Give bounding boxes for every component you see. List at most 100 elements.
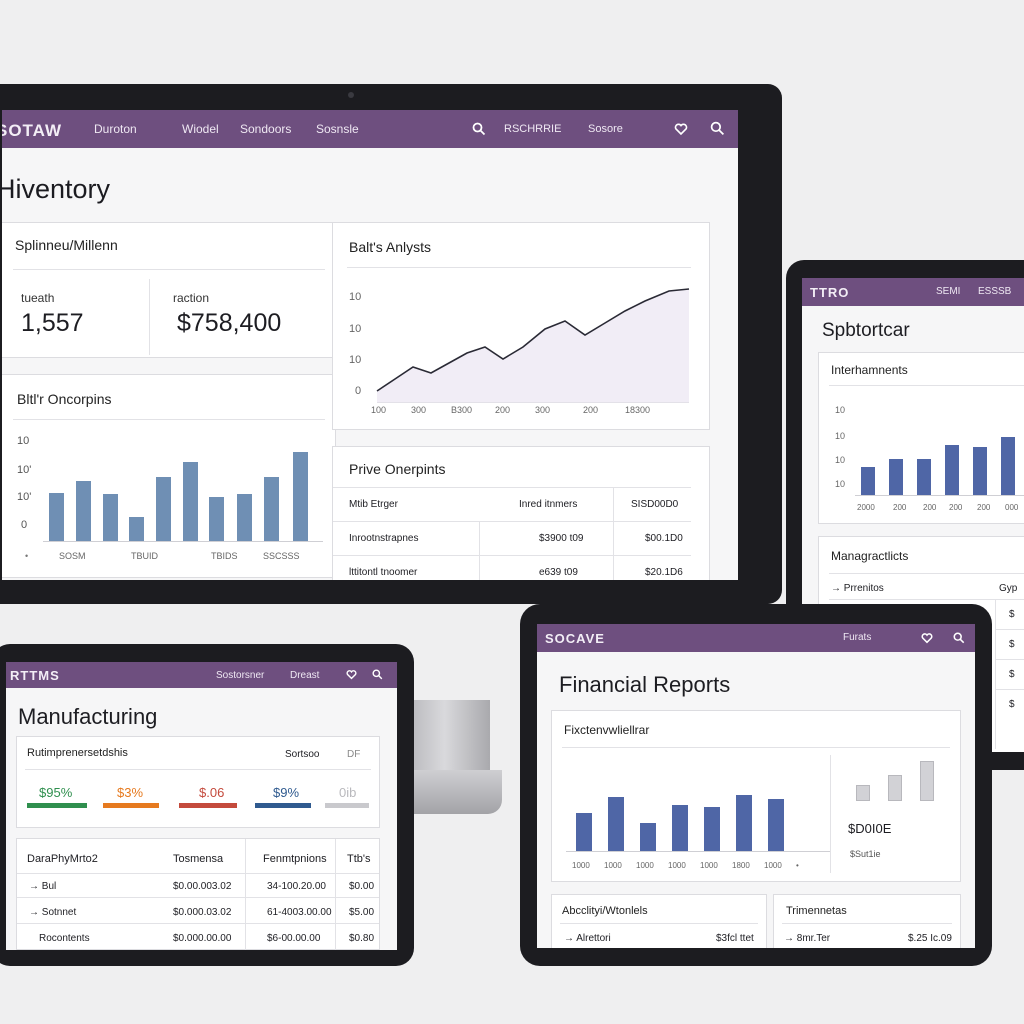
list-item: → Alrettori (564, 933, 611, 944)
table-cell: Rocontents (39, 933, 90, 944)
chart-bar (264, 477, 279, 541)
chart-bar (1001, 437, 1015, 495)
chart-bar (103, 494, 118, 541)
kpi-bar (325, 803, 369, 808)
x-tick: 1000 (636, 861, 654, 870)
kpi-value: $95% (39, 785, 73, 800)
chart-bar (704, 807, 720, 851)
divider (829, 573, 1024, 574)
table-cell: → Sotnnet (29, 907, 77, 918)
heart-icon[interactable] (921, 632, 933, 644)
app-logo[interactable]: SOTAW (2, 121, 63, 140)
heart-icon[interactable] (346, 669, 357, 680)
table-cell: $0.000.00.00 (173, 933, 232, 944)
x-tick: 1000 (572, 861, 590, 870)
x-tick: 100 (371, 405, 387, 415)
side-label: $Sut1ie (850, 849, 881, 859)
divider (995, 689, 1024, 690)
nav-item-5[interactable]: RSCHRRIE (504, 123, 562, 135)
tablet-center: SOCAVE Furats Financial Reports Fixctenv… (520, 604, 992, 966)
nav-item-4[interactable]: Sosnsle (316, 122, 359, 136)
chart-bar (76, 481, 91, 541)
nav-item-1[interactable]: Sostorsner (216, 670, 265, 681)
kpi-card-label: Sortsoo (285, 749, 320, 760)
divider (335, 839, 336, 950)
x-tick: 200 (583, 405, 599, 415)
bottom-right-card: Trimennetas → 8mr.Ter $.25 Ic.09 (773, 894, 961, 948)
x-tick: 1000 (668, 861, 686, 870)
search-icon[interactable] (710, 121, 725, 136)
table-cell: $6-00.00.00 (267, 933, 321, 944)
table-cell: $5.00 (349, 907, 375, 918)
nav-item-3[interactable]: Sondoors (240, 122, 292, 136)
divider (613, 521, 614, 580)
search-icon[interactable] (372, 669, 383, 680)
kpi-card-title: Rutimprenersetdshis (27, 747, 128, 759)
x-tick: 200 (893, 503, 907, 512)
chart-bar (608, 797, 624, 851)
list-card-title: Managractlicts (831, 549, 909, 563)
kpi-bar (103, 803, 159, 808)
stat-value: $758,400 (177, 309, 282, 337)
table-cell: $0.00.003.02 (173, 881, 232, 892)
webcam (348, 92, 354, 98)
nav-item-2[interactable]: Dreast (290, 670, 320, 681)
x-tick: TBUID (131, 551, 158, 561)
tablet-center-navbar: SOCAVE Furats (537, 624, 975, 652)
search-icon[interactable] (472, 122, 486, 136)
kpi-card: Rutimprenersetdshis Sortsoo DF $95% $3% … (16, 736, 380, 828)
bar-plot-area (49, 443, 319, 541)
list-value: $ (1009, 669, 1015, 680)
nav-item-2[interactable]: ESSSB (978, 286, 1012, 297)
chart-bar (920, 761, 934, 801)
chart-bar (768, 799, 784, 851)
kpi-value: 0ib (339, 785, 357, 800)
y-tick: 10 (349, 354, 362, 366)
chart-bar (672, 805, 688, 851)
chart-bar (49, 493, 64, 541)
x-tick: 1000 (700, 861, 718, 870)
y-tick: 10 (835, 405, 846, 415)
kpi-bar (179, 803, 237, 808)
nav-item-6[interactable]: Sosore (588, 123, 623, 135)
heart-icon[interactable] (674, 122, 688, 136)
monitor-navbar: SOTAW Duroton Wiodel Sondoors Sosnsle RS… (2, 110, 738, 148)
list-value: $3fcl ttet (716, 933, 754, 944)
stats-card: Splinneu/Millenn tueath 1,557 raction $7… (2, 222, 336, 358)
table-cell: $3900 t09 (539, 533, 584, 544)
line-chart-plot (376, 288, 690, 403)
bottom-left-card: Abcclityi/Wtonlels → Alrettori $3fcl tte… (551, 894, 767, 948)
nav-item-1[interactable]: Furats (843, 632, 872, 643)
stat-label: raction (173, 291, 210, 305)
search-icon[interactable] (953, 632, 965, 644)
divider (333, 487, 691, 488)
divider (245, 839, 246, 950)
kpi-value: $9% (273, 785, 300, 800)
divider (347, 267, 691, 268)
divider (562, 747, 950, 748)
divider (13, 419, 325, 420)
tablet-left-navbar: RTTMS Sostorsner Dreast (6, 662, 397, 688)
app-logo[interactable]: SOCAVE (545, 631, 605, 646)
x-tick: 18300 (625, 405, 651, 415)
y-tick: 10' (17, 464, 32, 476)
chart-bar (129, 517, 144, 541)
table-cell: $0.80 (349, 933, 375, 944)
kpi-value: $.06 (199, 785, 225, 800)
kpi-bar (27, 803, 87, 808)
divider (17, 873, 379, 874)
divider (560, 923, 758, 924)
financial-chart-card: Fixctenvwliellrar 1000 1000 1000 1000 10… (551, 710, 961, 882)
app-logo[interactable]: TTRO (810, 285, 850, 300)
nav-item-2[interactable]: Wiodel (182, 122, 219, 136)
nav-item-1[interactable]: SEMI (936, 286, 961, 297)
app-logo[interactable]: RTTMS (10, 668, 60, 683)
list-value: $ (1009, 609, 1015, 620)
y-tick: 10' (17, 491, 32, 503)
divider (995, 629, 1024, 630)
chart-bar (917, 459, 931, 495)
x-axis (566, 851, 830, 852)
tablet-right-navbar: TTRO SEMI ESSSB (802, 278, 1024, 306)
nav-item-1[interactable]: Duroton (94, 122, 137, 136)
line-chart-title: Balt's Anlysts (349, 239, 432, 255)
